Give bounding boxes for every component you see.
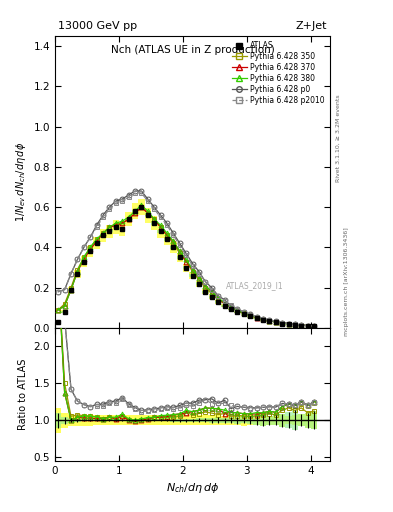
Text: Z+Jet: Z+Jet [296, 22, 327, 31]
Y-axis label: $1/N_{ev}\,dN_{ch}/d\eta\,d\phi$: $1/N_{ev}\,dN_{ch}/d\eta\,d\phi$ [14, 142, 28, 222]
Text: mcplots.cern.ch [arXiv:1306.3436]: mcplots.cern.ch [arXiv:1306.3436] [344, 227, 349, 336]
Text: Rivet 3.1.10, ≥ 3.2M events: Rivet 3.1.10, ≥ 3.2M events [336, 94, 341, 182]
Y-axis label: Ratio to ATLAS: Ratio to ATLAS [18, 359, 28, 430]
Text: ATLAS_2019_I1: ATLAS_2019_I1 [226, 281, 283, 290]
X-axis label: $N_{ch}/d\eta\,d\phi$: $N_{ch}/d\eta\,d\phi$ [166, 481, 219, 495]
Legend: ATLAS, Pythia 6.428 350, Pythia 6.428 370, Pythia 6.428 380, Pythia 6.428 p0, Py: ATLAS, Pythia 6.428 350, Pythia 6.428 37… [230, 39, 326, 106]
Text: Nch (ATLAS UE in Z production): Nch (ATLAS UE in Z production) [111, 45, 274, 55]
Text: 13000 GeV pp: 13000 GeV pp [58, 22, 137, 31]
